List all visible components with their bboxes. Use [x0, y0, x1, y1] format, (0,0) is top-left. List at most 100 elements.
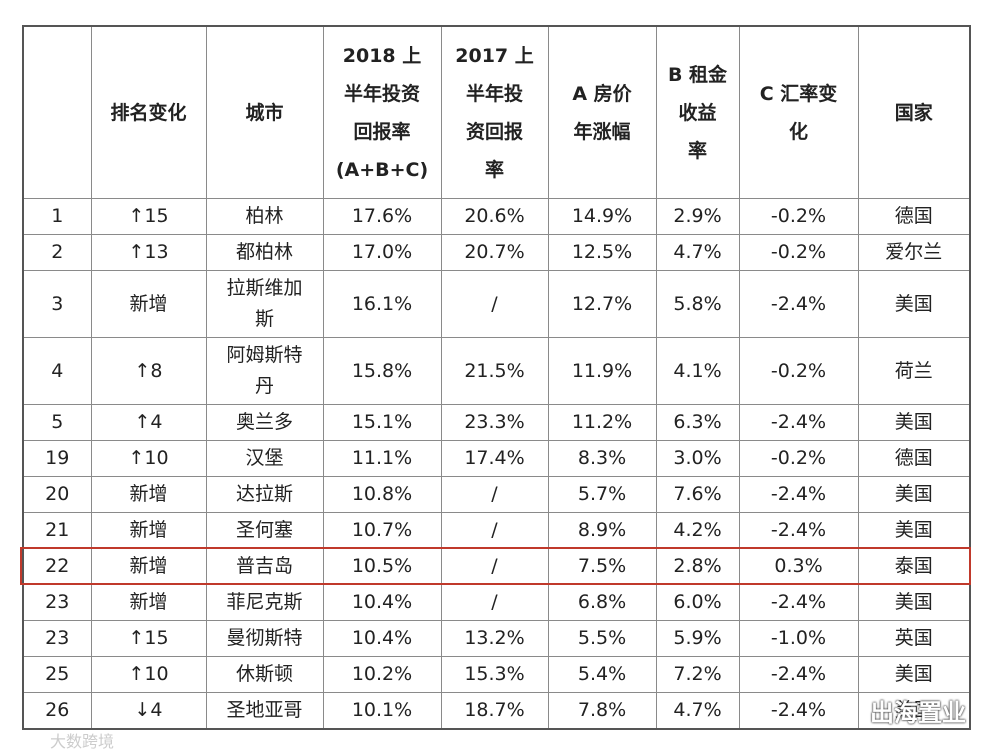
table-cell: 19 — [22, 440, 92, 477]
table-row: 26 ↓4 圣地亚哥 10.1% 18.7% 7.8% 4.7% -2.4% 美国 — [22, 692, 971, 730]
header-line: 率 — [484, 158, 504, 181]
table-cell: 荷兰 — [857, 337, 971, 405]
watermark: 出海置业 — [870, 699, 966, 727]
table-cell: -2.4% — [738, 692, 859, 730]
header-line: 收益 — [678, 101, 717, 124]
header-cell: 2018 上半年投资 回报率 (A+B+C) — [322, 25, 442, 199]
table-cell: 15.1% — [322, 404, 442, 441]
table-cell: 达拉斯 — [205, 476, 324, 513]
table-row: 19 ↑10 汉堡 11.1% 17.4% 8.3% 3.0% -0.2% 德国 — [22, 440, 971, 477]
table-cell: ↑15 — [90, 198, 207, 235]
header-line: 年涨幅 — [573, 120, 631, 143]
header-cell: A 房价年涨幅 — [547, 25, 657, 199]
table-cell: 圣地亚哥 — [205, 692, 324, 730]
header-line: 2017 上 — [455, 44, 534, 67]
table-cell: 新增 — [90, 270, 207, 338]
header-line: 半年投 — [465, 82, 523, 105]
table-cell: ↑13 — [90, 234, 207, 271]
table-cell: 德国 — [857, 440, 971, 477]
table-cell: -0.2% — [738, 234, 859, 271]
table-cell: 6.0% — [655, 584, 740, 621]
table-cell: 3 — [22, 270, 92, 338]
table-cell: 17.0% — [322, 234, 442, 271]
table-cell: 拉斯维加斯 — [205, 270, 324, 338]
table-cell: -2.4% — [738, 656, 859, 693]
table-cell: 3.0% — [655, 440, 740, 477]
table-cell: 11.1% — [322, 440, 442, 477]
table-cell: 2 — [22, 234, 92, 271]
header-line: C 汇率变 — [759, 82, 838, 105]
table-cell: 柏林 — [205, 198, 324, 235]
table-cell: 5.7% — [547, 476, 657, 513]
table-cell: 17.6% — [322, 198, 442, 235]
table-cell: 17.4% — [440, 440, 549, 477]
table-cell: 15.3% — [440, 656, 549, 693]
table-cell: 0.3% — [738, 548, 859, 585]
table-cell: 26 — [22, 692, 92, 730]
header-line: (A+B+C) — [335, 158, 429, 181]
table-cell: 英国 — [857, 620, 971, 657]
table-row: 4 ↑8 阿姆斯特丹 15.8% 21.5% 11.9% 4.1% -0.2% 荷兰 — [22, 337, 971, 405]
table-cell: 10.7% — [322, 512, 442, 549]
table-cell: 奥兰多 — [205, 404, 324, 441]
table-row: 5 ↑4 奥兰多 15.1% 23.3% 11.2% 6.3% -2.4% 美国 — [22, 404, 971, 441]
header-line: 2018 上 — [342, 44, 422, 67]
table-cell: 14.9% — [547, 198, 657, 235]
table-row: 23 新增 菲尼克斯 10.4%/6.8% 6.0% -2.4% 美国 — [22, 584, 971, 621]
table-cell: 6.3% — [655, 404, 740, 441]
table-cell: 7.2% — [655, 656, 740, 693]
table-cell: ↑4 — [90, 404, 207, 441]
table-cell: 7.5% — [547, 548, 657, 585]
table-cell: 18.7% — [440, 692, 549, 730]
table-cell: 8.3% — [547, 440, 657, 477]
table-cell: 13.2% — [440, 620, 549, 657]
table-cell: 4 — [22, 337, 92, 405]
table-cell: -2.4% — [738, 512, 859, 549]
table-wrap: 排名变化 城市 2018 上半年投资 回报率 (A+B+C) 2017 上半年投 资回报率 A… — [20, 25, 971, 730]
table-cell: 美国 — [857, 270, 971, 338]
table-row: 23 ↑15 曼彻斯特 10.4% 13.2% 5.5% 5.9% -1.0% 英国 — [22, 620, 971, 657]
table-cell: -0.2% — [738, 440, 859, 477]
table-cell: 美国 — [857, 656, 971, 693]
table-cell: 美国 — [857, 404, 971, 441]
table-cell: 11.2% — [547, 404, 657, 441]
header-row: 排名变化 城市 2018 上半年投资 回报率 (A+B+C) 2017 上半年投 资回报率 A… — [22, 25, 971, 199]
table-cell: 8.9% — [547, 512, 657, 549]
table-cell: 16.1% — [322, 270, 442, 338]
table-cell: -0.2% — [738, 198, 859, 235]
header-cell: 排名变化 — [90, 25, 207, 199]
table-cell: 泰国 — [857, 548, 971, 585]
table-cell: 美国 — [857, 584, 971, 621]
header-cell: C 汇率变化 — [738, 25, 859, 199]
table-cell: -2.4% — [738, 270, 859, 338]
table-cell: 5 — [22, 404, 92, 441]
table-cell: / — [440, 548, 549, 585]
table-cell: ↓4 — [90, 692, 207, 730]
header-line: 化 — [788, 120, 808, 143]
table-cell: 12.5% — [547, 234, 657, 271]
header-line: A 房价 — [572, 82, 632, 105]
table-cell: / — [440, 584, 549, 621]
table-cell: 普吉岛 — [205, 548, 324, 585]
header-line: 半年投资 — [343, 82, 420, 105]
table-cell: 1 — [22, 198, 92, 235]
table-cell: 23.3% — [440, 404, 549, 441]
table-cell: 新增 — [90, 548, 207, 585]
table-cell: 10.8% — [322, 476, 442, 513]
table-cell: 21 — [22, 512, 92, 549]
table-cell: -1.0% — [738, 620, 859, 657]
table-row: 20 新增 达拉斯 10.8%/5.7% 7.6% -2.4% 美国 — [22, 476, 971, 513]
table-cell: ↑15 — [90, 620, 207, 657]
table-cell: 德国 — [857, 198, 971, 235]
table-cell: 15.8% — [322, 337, 442, 405]
table-cell: 美国 — [857, 512, 971, 549]
table-cell: 4.1% — [655, 337, 740, 405]
table-cell: ↑8 — [90, 337, 207, 405]
table-row: 2 ↑13 都柏林 17.0% 20.7% 12.5% 4.7% -0.2% 爱尔兰 — [22, 234, 971, 271]
table-cell: 21.5% — [440, 337, 549, 405]
table-cell: / — [440, 270, 549, 338]
table-cell: -2.4% — [738, 404, 859, 441]
table-cell: 10.5% — [322, 548, 442, 585]
table-cell: 7.8% — [547, 692, 657, 730]
